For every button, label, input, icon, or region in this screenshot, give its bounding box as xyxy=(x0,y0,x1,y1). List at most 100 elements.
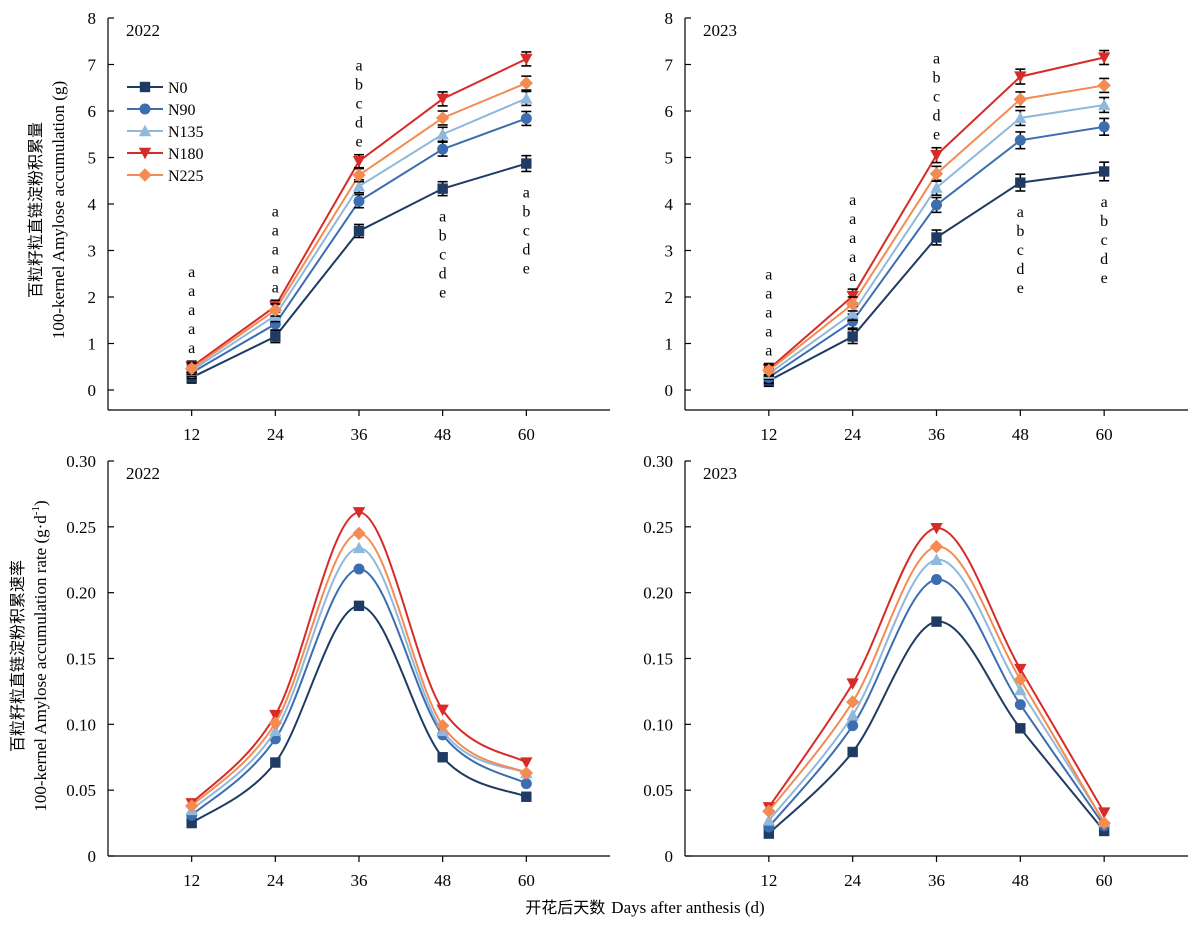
data-point xyxy=(519,76,534,90)
significance-letter: b xyxy=(522,203,530,220)
data-point xyxy=(269,709,282,722)
y-tick-label: 5 xyxy=(665,149,674,168)
x-tick-label: 24 xyxy=(267,425,285,444)
y-tick-label: 6 xyxy=(88,102,97,121)
data-point xyxy=(269,724,282,737)
significance-letter: a xyxy=(765,285,772,302)
data-point xyxy=(186,817,197,829)
significance-letter: a xyxy=(272,241,279,258)
data-point xyxy=(353,195,365,207)
data-point xyxy=(846,678,859,690)
significance-letter: a xyxy=(765,323,772,340)
bottom-y-label-en: 100-kernel Amylose accumulation rate (g·… xyxy=(30,500,50,811)
x-tick-label: 24 xyxy=(844,425,862,444)
significance-letter: a xyxy=(933,51,940,68)
data-point xyxy=(1098,166,1110,177)
x-label-en: Days after anthesis (d) xyxy=(611,898,764,917)
significance-letter: a xyxy=(849,249,856,266)
significance-letter: a xyxy=(188,340,195,357)
significance-letter: a xyxy=(188,264,195,281)
data-point xyxy=(845,297,860,311)
data-point xyxy=(268,716,283,730)
x-tick-label: 48 xyxy=(434,871,451,890)
x-tick-label: 48 xyxy=(1012,425,1029,444)
series-n135 xyxy=(762,553,1111,827)
y-tick-label: 1 xyxy=(88,335,97,354)
y-tick-label: 8 xyxy=(88,9,97,28)
data-point xyxy=(846,708,859,721)
data-point xyxy=(1098,121,1110,133)
significance-letter: a xyxy=(765,304,772,321)
y-tick-label: 0 xyxy=(665,381,674,400)
series-line xyxy=(768,545,1106,824)
data-point xyxy=(1014,663,1027,676)
data-point xyxy=(1014,699,1026,711)
y-tick-label: 0.20 xyxy=(66,584,96,603)
y-tick-label: 0.20 xyxy=(643,584,673,603)
significance-letter: a xyxy=(765,266,772,283)
y-tick-label: 1 xyxy=(665,335,674,354)
significance-letter: a xyxy=(849,211,856,228)
data-point xyxy=(1015,177,1026,188)
data-point xyxy=(762,804,776,818)
significance-letter: b xyxy=(1100,213,1108,230)
data-point xyxy=(268,303,283,317)
x-tick-label: 36 xyxy=(928,425,945,444)
significance-letter: d xyxy=(355,115,363,132)
series-n225 xyxy=(762,77,1111,378)
data-point xyxy=(1014,134,1026,146)
significance-letter: e xyxy=(523,260,530,277)
data-point xyxy=(520,112,532,124)
data-point xyxy=(435,718,450,733)
data-point xyxy=(845,695,860,709)
significance-letter: c xyxy=(1101,232,1108,249)
y-tick-label: 0.15 xyxy=(66,650,96,669)
chart-panel-3: 0 0.05 0.10 0.15 0.20 0.25 0.30 12 24 36 48 60 2022 xyxy=(66,452,610,890)
data-point xyxy=(520,778,532,790)
panel-year-label: 2022 xyxy=(126,464,160,483)
data-point xyxy=(437,752,448,763)
significance-letter: c xyxy=(1017,242,1024,259)
data-point xyxy=(184,361,199,376)
x-tick-label: 24 xyxy=(844,871,862,890)
series-n135 xyxy=(185,541,533,816)
legend-marker xyxy=(138,124,152,137)
y-tick-label: 0 xyxy=(665,847,674,866)
significance-letter: a xyxy=(1017,204,1024,221)
significance-letter: e xyxy=(1101,270,1108,287)
data-point xyxy=(520,53,533,66)
data-point xyxy=(930,553,943,565)
significance-letter: b xyxy=(355,77,363,94)
x-tick-label: 48 xyxy=(1012,871,1029,890)
significance-letter: a xyxy=(188,302,195,319)
data-point xyxy=(1097,98,1111,111)
significance-letter: d xyxy=(439,266,447,283)
data-point xyxy=(1097,78,1111,93)
y-tick-label: 0 xyxy=(88,381,97,400)
bottom-y-axis-label: 百粒籽粒直链淀粉积累速率 100-kernel Amylose accumula… xyxy=(8,500,50,811)
y-tick-label: 0.25 xyxy=(643,518,673,537)
significance-letter: d xyxy=(1100,251,1108,268)
significance-letter: e xyxy=(933,127,940,144)
x-label-cn: 开花后天数 xyxy=(525,898,605,917)
data-point xyxy=(521,791,532,802)
y-tick-label: 0.10 xyxy=(66,715,96,734)
legend: N0 N90 N135 N180 N225 xyxy=(127,80,204,185)
y-tick-label: 0.10 xyxy=(643,715,673,734)
data-point xyxy=(930,149,943,162)
data-point xyxy=(436,128,449,140)
significance-letter: b xyxy=(439,228,447,245)
y-tick-label: 4 xyxy=(88,195,97,214)
panel-year-label: 2023 xyxy=(703,464,737,483)
data-point xyxy=(1014,683,1027,696)
data-point xyxy=(436,93,449,106)
top-y-axis-label: 百粒籽粒直链淀粉积累量 100-kernel Amylose accumulat… xyxy=(26,81,68,339)
legend-label: N0 xyxy=(168,80,188,97)
significance-letter: c xyxy=(933,89,940,106)
y-tick-label: 4 xyxy=(665,195,674,214)
data-point xyxy=(352,526,366,541)
x-tick-label: 60 xyxy=(1096,871,1113,890)
data-point xyxy=(1013,92,1028,107)
